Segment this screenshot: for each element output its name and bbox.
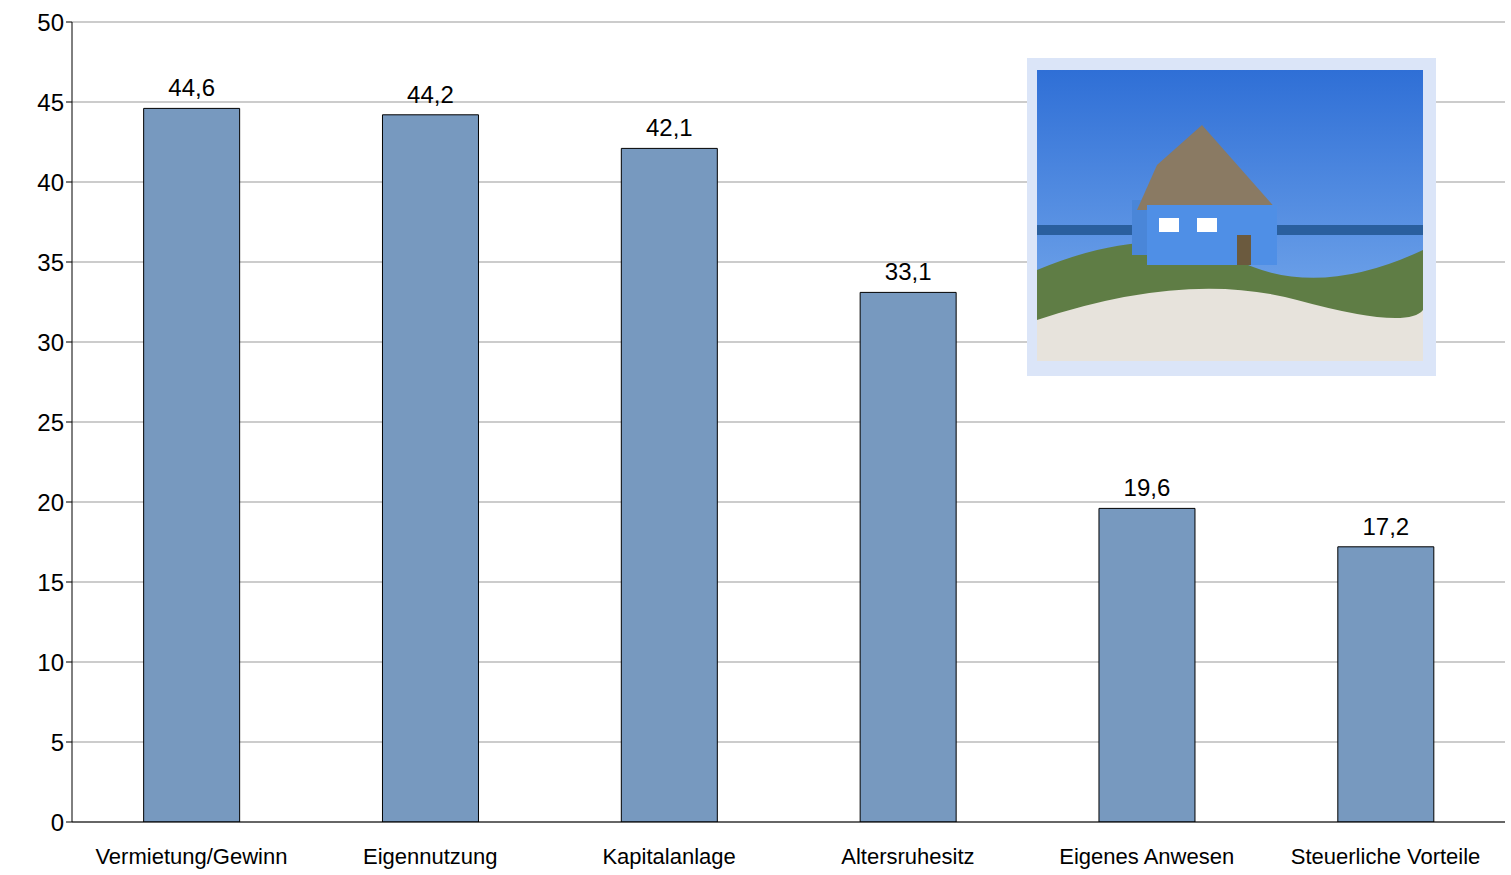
- svg-text:25: 25: [37, 409, 64, 436]
- svg-text:5: 5: [51, 729, 64, 756]
- svg-text:30: 30: [37, 329, 64, 356]
- svg-text:20: 20: [37, 489, 64, 516]
- svg-text:40: 40: [37, 169, 64, 196]
- svg-text:50: 50: [37, 9, 64, 36]
- svg-text:Altersruhesitz: Altersruhesitz: [841, 844, 974, 869]
- svg-text:Eigenes Anwesen: Eigenes Anwesen: [1059, 844, 1234, 869]
- svg-text:35: 35: [37, 249, 64, 276]
- svg-text:45: 45: [37, 89, 64, 116]
- svg-text:17,2: 17,2: [1362, 513, 1409, 540]
- svg-text:Eigennutzung: Eigennutzung: [363, 844, 498, 869]
- svg-text:15: 15: [37, 569, 64, 596]
- svg-text:44,6: 44,6: [168, 74, 215, 101]
- svg-text:44,2: 44,2: [407, 81, 454, 108]
- svg-text:Steuerliche Vorteile: Steuerliche Vorteile: [1291, 844, 1481, 869]
- svg-text:0: 0: [51, 809, 64, 836]
- svg-text:10: 10: [37, 649, 64, 676]
- svg-text:Kapitalanlage: Kapitalanlage: [602, 844, 735, 869]
- svg-text:19,6: 19,6: [1124, 474, 1171, 501]
- svg-text:42,1: 42,1: [646, 114, 693, 141]
- svg-text:33,1: 33,1: [885, 258, 932, 285]
- svg-text:Vermietung/Gewinn: Vermietung/Gewinn: [95, 844, 287, 869]
